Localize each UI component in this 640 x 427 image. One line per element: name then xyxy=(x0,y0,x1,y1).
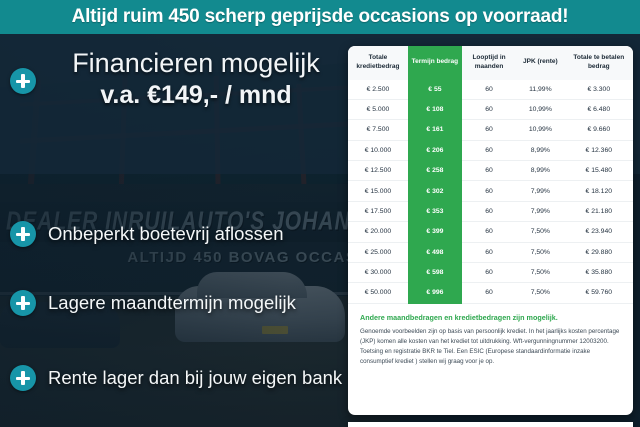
cell-krediet: € 5.000 xyxy=(348,99,408,121)
cell-jkp: 7,99% xyxy=(516,180,565,202)
table-row: € 17.500 € 353 60 7,99% € 21.180 xyxy=(348,201,633,223)
financing-table-card: Totale kredietbedrag Termijn bedrag Loop… xyxy=(348,46,633,415)
cell-totaal: € 9.660 xyxy=(564,119,633,141)
cell-totaal: € 12.360 xyxy=(564,140,633,162)
table-header-row: Totale kredietbedrag Termijn bedrag Loop… xyxy=(348,46,633,80)
benefit-label: Lagere maandtermijn mogelijk xyxy=(48,292,296,313)
benefit-item-2: Lagere maandtermijn mogelijk xyxy=(10,290,348,316)
cell-looptijd: 60 xyxy=(461,160,517,182)
cell-krediet: € 20.000 xyxy=(348,221,408,243)
column-header-looptijd: Looptijd in maanden xyxy=(461,46,517,80)
table-row: € 25.000 € 498 60 7,50% € 29.880 xyxy=(348,242,633,263)
cell-jkp: 7,50% xyxy=(516,282,565,304)
cell-looptijd: 60 xyxy=(461,140,517,162)
cell-totaal: € 35.880 xyxy=(564,262,633,284)
cell-jkp: 7,50% xyxy=(516,221,565,243)
cell-looptijd: 60 xyxy=(461,119,517,141)
cell-krediet: € 2.500 xyxy=(348,79,408,100)
headline-line-2: v.a. €149,- / mnd xyxy=(100,81,292,110)
cell-termijn: € 161 xyxy=(407,119,462,141)
cell-totaal: € 3.300 xyxy=(564,79,633,100)
cell-krediet: € 15.000 xyxy=(348,180,408,202)
table-row: € 30.000 € 598 60 7,50% € 35.880 xyxy=(348,262,633,284)
cell-totaal: € 15.480 xyxy=(564,160,633,182)
promo-banner-text: Altijd ruim 450 scherp geprijsde occasio… xyxy=(71,6,569,27)
table-row: € 10.000 € 206 60 8,99% € 12.360 xyxy=(348,140,633,162)
table-row: € 20.000 € 399 60 7,50% € 23.940 xyxy=(348,221,633,243)
cell-jkp: 7,50% xyxy=(516,262,565,284)
benefit-item-1: Onbeperkt boetevrij aflossen xyxy=(10,221,348,247)
cell-looptijd: 60 xyxy=(461,180,517,202)
benefit-label: Rente lager dan bij jouw eigen bank xyxy=(48,367,343,388)
cell-termijn: € 302 xyxy=(407,180,462,202)
table-row: € 5.000 € 108 60 10,99% € 6.480 xyxy=(348,99,633,121)
cell-looptijd: 60 xyxy=(461,221,517,243)
cell-termijn: € 55 xyxy=(407,79,462,100)
cell-termijn: € 598 xyxy=(407,262,462,284)
benefit-label: Onbeperkt boetevrij aflossen xyxy=(48,223,284,244)
plus-circle-icon xyxy=(10,365,36,391)
cell-totaal: € 29.880 xyxy=(564,242,633,263)
column-header-totaal: Totale te betalen bedrag xyxy=(564,46,633,80)
cell-jkp: 11,99% xyxy=(516,79,565,100)
cell-jkp: 8,99% xyxy=(516,140,565,162)
table-row: € 15.000 € 302 60 7,99% € 18.120 xyxy=(348,180,633,202)
cell-totaal: € 21.180 xyxy=(564,201,633,223)
plus-circle-icon xyxy=(10,221,36,247)
table-row: € 7.500 € 161 60 10,99% € 9.660 xyxy=(348,119,633,141)
cell-totaal: € 18.120 xyxy=(564,180,633,202)
cell-termijn: € 206 xyxy=(407,140,462,162)
hero-photo-stage: DEALER INRUILAUTO'S JOHAN MEURE ALTIJD 4… xyxy=(0,34,640,427)
cell-looptijd: 60 xyxy=(461,99,517,121)
cell-krediet: € 12.500 xyxy=(348,160,408,182)
cell-looptijd: 60 xyxy=(461,79,517,100)
cell-looptijd: 60 xyxy=(461,242,517,263)
column-header-termijn: Termijn bedrag xyxy=(407,46,462,80)
cell-termijn: € 399 xyxy=(407,221,462,243)
cell-jkp: 7,50% xyxy=(516,242,565,263)
left-content: Financieren mogelijk v.a. €149,- / mnd O… xyxy=(0,34,348,427)
cell-totaal: € 59.760 xyxy=(564,282,633,304)
cell-krediet: € 17.500 xyxy=(348,201,408,223)
cell-jkp: 8,99% xyxy=(516,160,565,182)
cell-looptijd: 60 xyxy=(461,201,517,223)
benefit-item-3: Rente lager dan bij jouw eigen bank xyxy=(10,365,348,391)
headline-plus-icon xyxy=(10,68,36,94)
cell-krediet: € 25.000 xyxy=(348,242,408,263)
cell-jkp: 7,99% xyxy=(516,201,565,223)
disclaimer-body: Genoemde voorbeelden zijn op basis van p… xyxy=(360,327,620,365)
cell-krediet: € 10.000 xyxy=(348,140,408,162)
cell-termijn: € 996 xyxy=(407,282,462,304)
cell-termijn: € 353 xyxy=(407,201,462,223)
cell-totaal: € 6.480 xyxy=(564,99,633,121)
financing-table: Totale kredietbedrag Termijn bedrag Loop… xyxy=(348,46,633,304)
cell-totaal: € 23.940 xyxy=(564,221,633,243)
plus-circle-icon xyxy=(10,290,36,316)
cell-looptijd: 60 xyxy=(461,262,517,284)
cell-jkp: 10,99% xyxy=(516,99,565,121)
financing-table-body: € 2.500 € 55 60 11,99% € 3.300 € 5.000 € 108 6… xyxy=(348,79,633,304)
cell-krediet: € 50.000 xyxy=(348,282,408,304)
table-row: € 12.500 € 258 60 8,99% € 15.480 xyxy=(348,160,633,182)
cell-looptijd: 60 xyxy=(461,282,517,304)
credit-warning-bar: Let op! Geld lenen kost geld xyxy=(348,422,633,427)
cell-termijn: € 108 xyxy=(407,99,462,121)
column-header-jkp: JPK (rente) xyxy=(516,46,565,80)
cell-krediet: € 7.500 xyxy=(348,119,408,141)
table-row: € 50.000 € 996 60 7,50% € 59.760 xyxy=(348,282,633,304)
page-title: Financieren mogelijk v.a. €149,- / mnd xyxy=(48,48,344,110)
cell-termijn: € 498 xyxy=(407,242,462,263)
table-row: € 2.500 € 55 60 11,99% € 3.300 xyxy=(348,79,633,100)
cell-jkp: 10,99% xyxy=(516,119,565,141)
cell-termijn: € 258 xyxy=(407,160,462,182)
disclaimer-title: Andere maandbedragen en kredietbedragen … xyxy=(360,312,558,322)
cell-krediet: € 30.000 xyxy=(348,262,408,284)
promo-banner: Altijd ruim 450 scherp geprijsde occasio… xyxy=(0,0,640,34)
disclaimer-block: Andere maandbedragen en kredietbedragen … xyxy=(348,304,633,371)
column-header-krediet: Totale kredietbedrag xyxy=(348,46,408,80)
headline-line-1: Financieren mogelijk xyxy=(72,48,320,78)
